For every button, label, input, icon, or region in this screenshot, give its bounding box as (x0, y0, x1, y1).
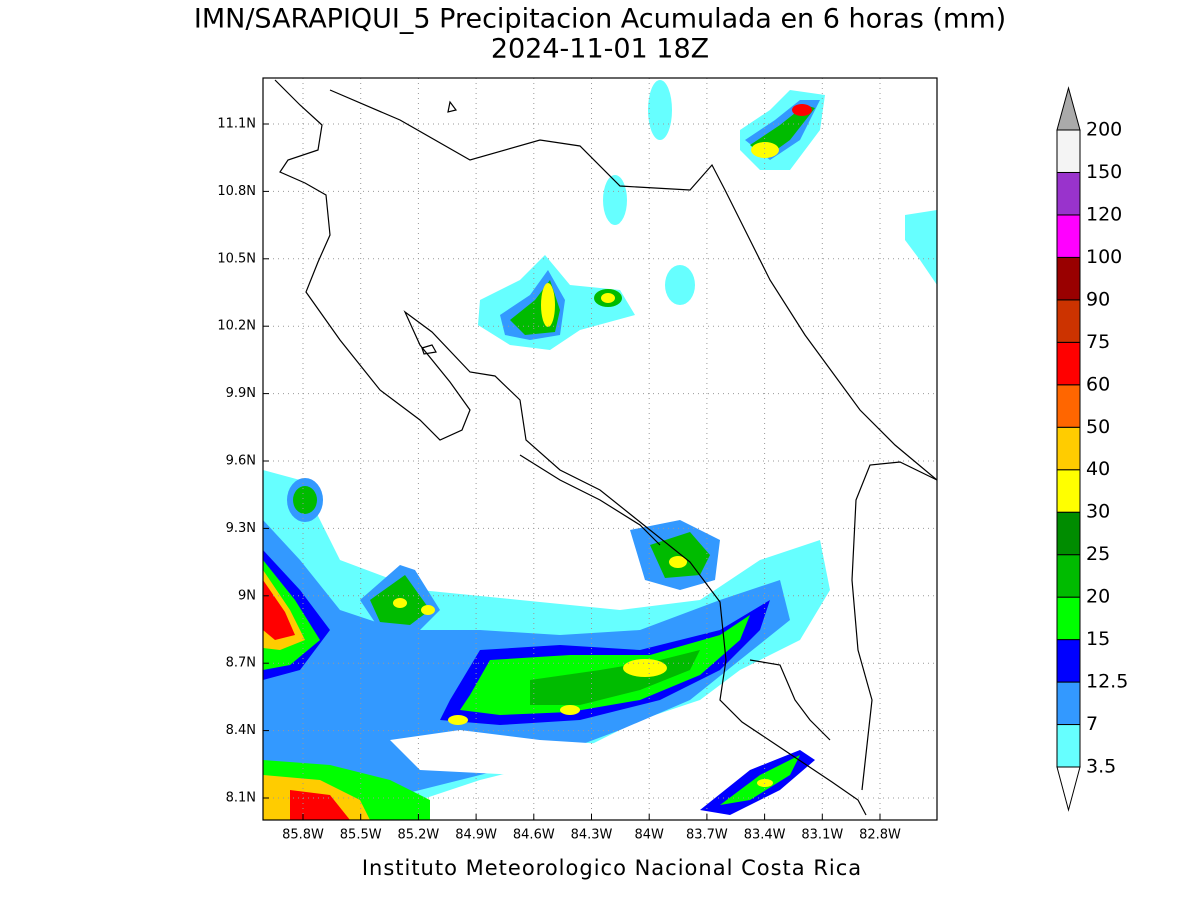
colorbar-box (1056, 724, 1081, 768)
precipitation-field (263, 80, 937, 820)
axis-labels: 11.1N 10.8N 10.5N 10.2N 9.9N 9.6N 9.3N 9N 8.7N 8.… (217, 117, 901, 843)
colorbar-label: 90 (1086, 288, 1110, 310)
x-tick-label: 85.8W (282, 828, 324, 843)
colorbar-label: 3.5 (1086, 756, 1116, 778)
x-tick-label: 83.7W (686, 828, 728, 843)
subtitle: 2024-11-01 18Z (491, 34, 709, 65)
x-tick-label: 85.2W (397, 828, 439, 843)
colorbar-label: 75 (1086, 331, 1110, 353)
title: IMN/SARAPIQUI_5 Precipitacion Acumulada … (194, 4, 1006, 35)
colorbar-label: 120 (1086, 203, 1122, 225)
colorbar-label: 40 (1086, 458, 1110, 480)
x-tick-label: 83.1W (801, 828, 843, 843)
y-tick-label: 10.2N (217, 319, 256, 334)
colorbar-box (1056, 511, 1081, 556)
plot-frame (262, 77, 938, 821)
colorbar: 3.5 7 12.5 15 20 25 30 40 50 60 75 90 100 120 150 200 (1056, 86, 1128, 812)
colorbar-box (1056, 171, 1081, 216)
x-tick-label: 84.6W (513, 828, 555, 843)
y-tick-label: 8.4N (226, 723, 256, 738)
x-tick-label: 85.5W (340, 828, 382, 843)
footer: Instituto Meteorologico Nacional Costa R… (362, 856, 862, 880)
y-tick-label: 10.8N (217, 184, 256, 199)
colorbar-box (1056, 681, 1081, 726)
colorbar-box (1056, 554, 1081, 598)
colorbar-box (1056, 129, 1081, 173)
y-tick-label: 11.1N (217, 117, 256, 132)
colorbar-label: 60 (1086, 373, 1110, 395)
x-tick-label: 84W (634, 828, 664, 843)
colorbar-box (1056, 469, 1081, 513)
colorbar-over (1056, 86, 1081, 131)
x-tick-label: 84.9W (455, 828, 497, 843)
x-tick-label: 83.4W (744, 828, 786, 843)
colorbar-label: 25 (1086, 543, 1110, 565)
y-tick-label: 9.3N (226, 521, 256, 536)
y-tick-label: 8.7N (226, 656, 256, 671)
colorbar-label: 7 (1086, 713, 1098, 735)
colorbar-label: 200 (1086, 119, 1122, 141)
colorbar-box (1056, 384, 1081, 428)
grid (263, 78, 937, 820)
colorbar-label: 50 (1086, 416, 1110, 438)
colorbar-label: 100 (1086, 246, 1122, 268)
y-tick-label: 10.5N (217, 251, 256, 266)
y-tick-label: 9N (238, 588, 256, 603)
colorbar-under (1056, 766, 1081, 812)
colorbar-label: 20 (1086, 586, 1110, 608)
colorbar-box (1056, 214, 1081, 258)
x-tick-label: 84.3W (571, 828, 613, 843)
colorbar-box (1056, 299, 1081, 343)
colorbar-label: 15 (1086, 628, 1110, 650)
y-tick-label: 9.6N (226, 454, 256, 469)
colorbar-box (1056, 341, 1081, 386)
colorbar-label: 12.5 (1086, 671, 1128, 693)
colorbar-box (1056, 639, 1081, 683)
colorbar-box (1056, 256, 1081, 301)
y-tick-label: 8.1N (226, 791, 256, 806)
colorbar-label: 150 (1086, 161, 1122, 183)
colorbar-label: 30 (1086, 501, 1110, 523)
colorbar-box (1056, 596, 1081, 641)
x-tick-label: 82.8W (859, 828, 901, 843)
colorbar-box (1056, 426, 1081, 471)
coastlines (274, 79, 937, 816)
y-tick-label: 9.9N (226, 386, 256, 401)
